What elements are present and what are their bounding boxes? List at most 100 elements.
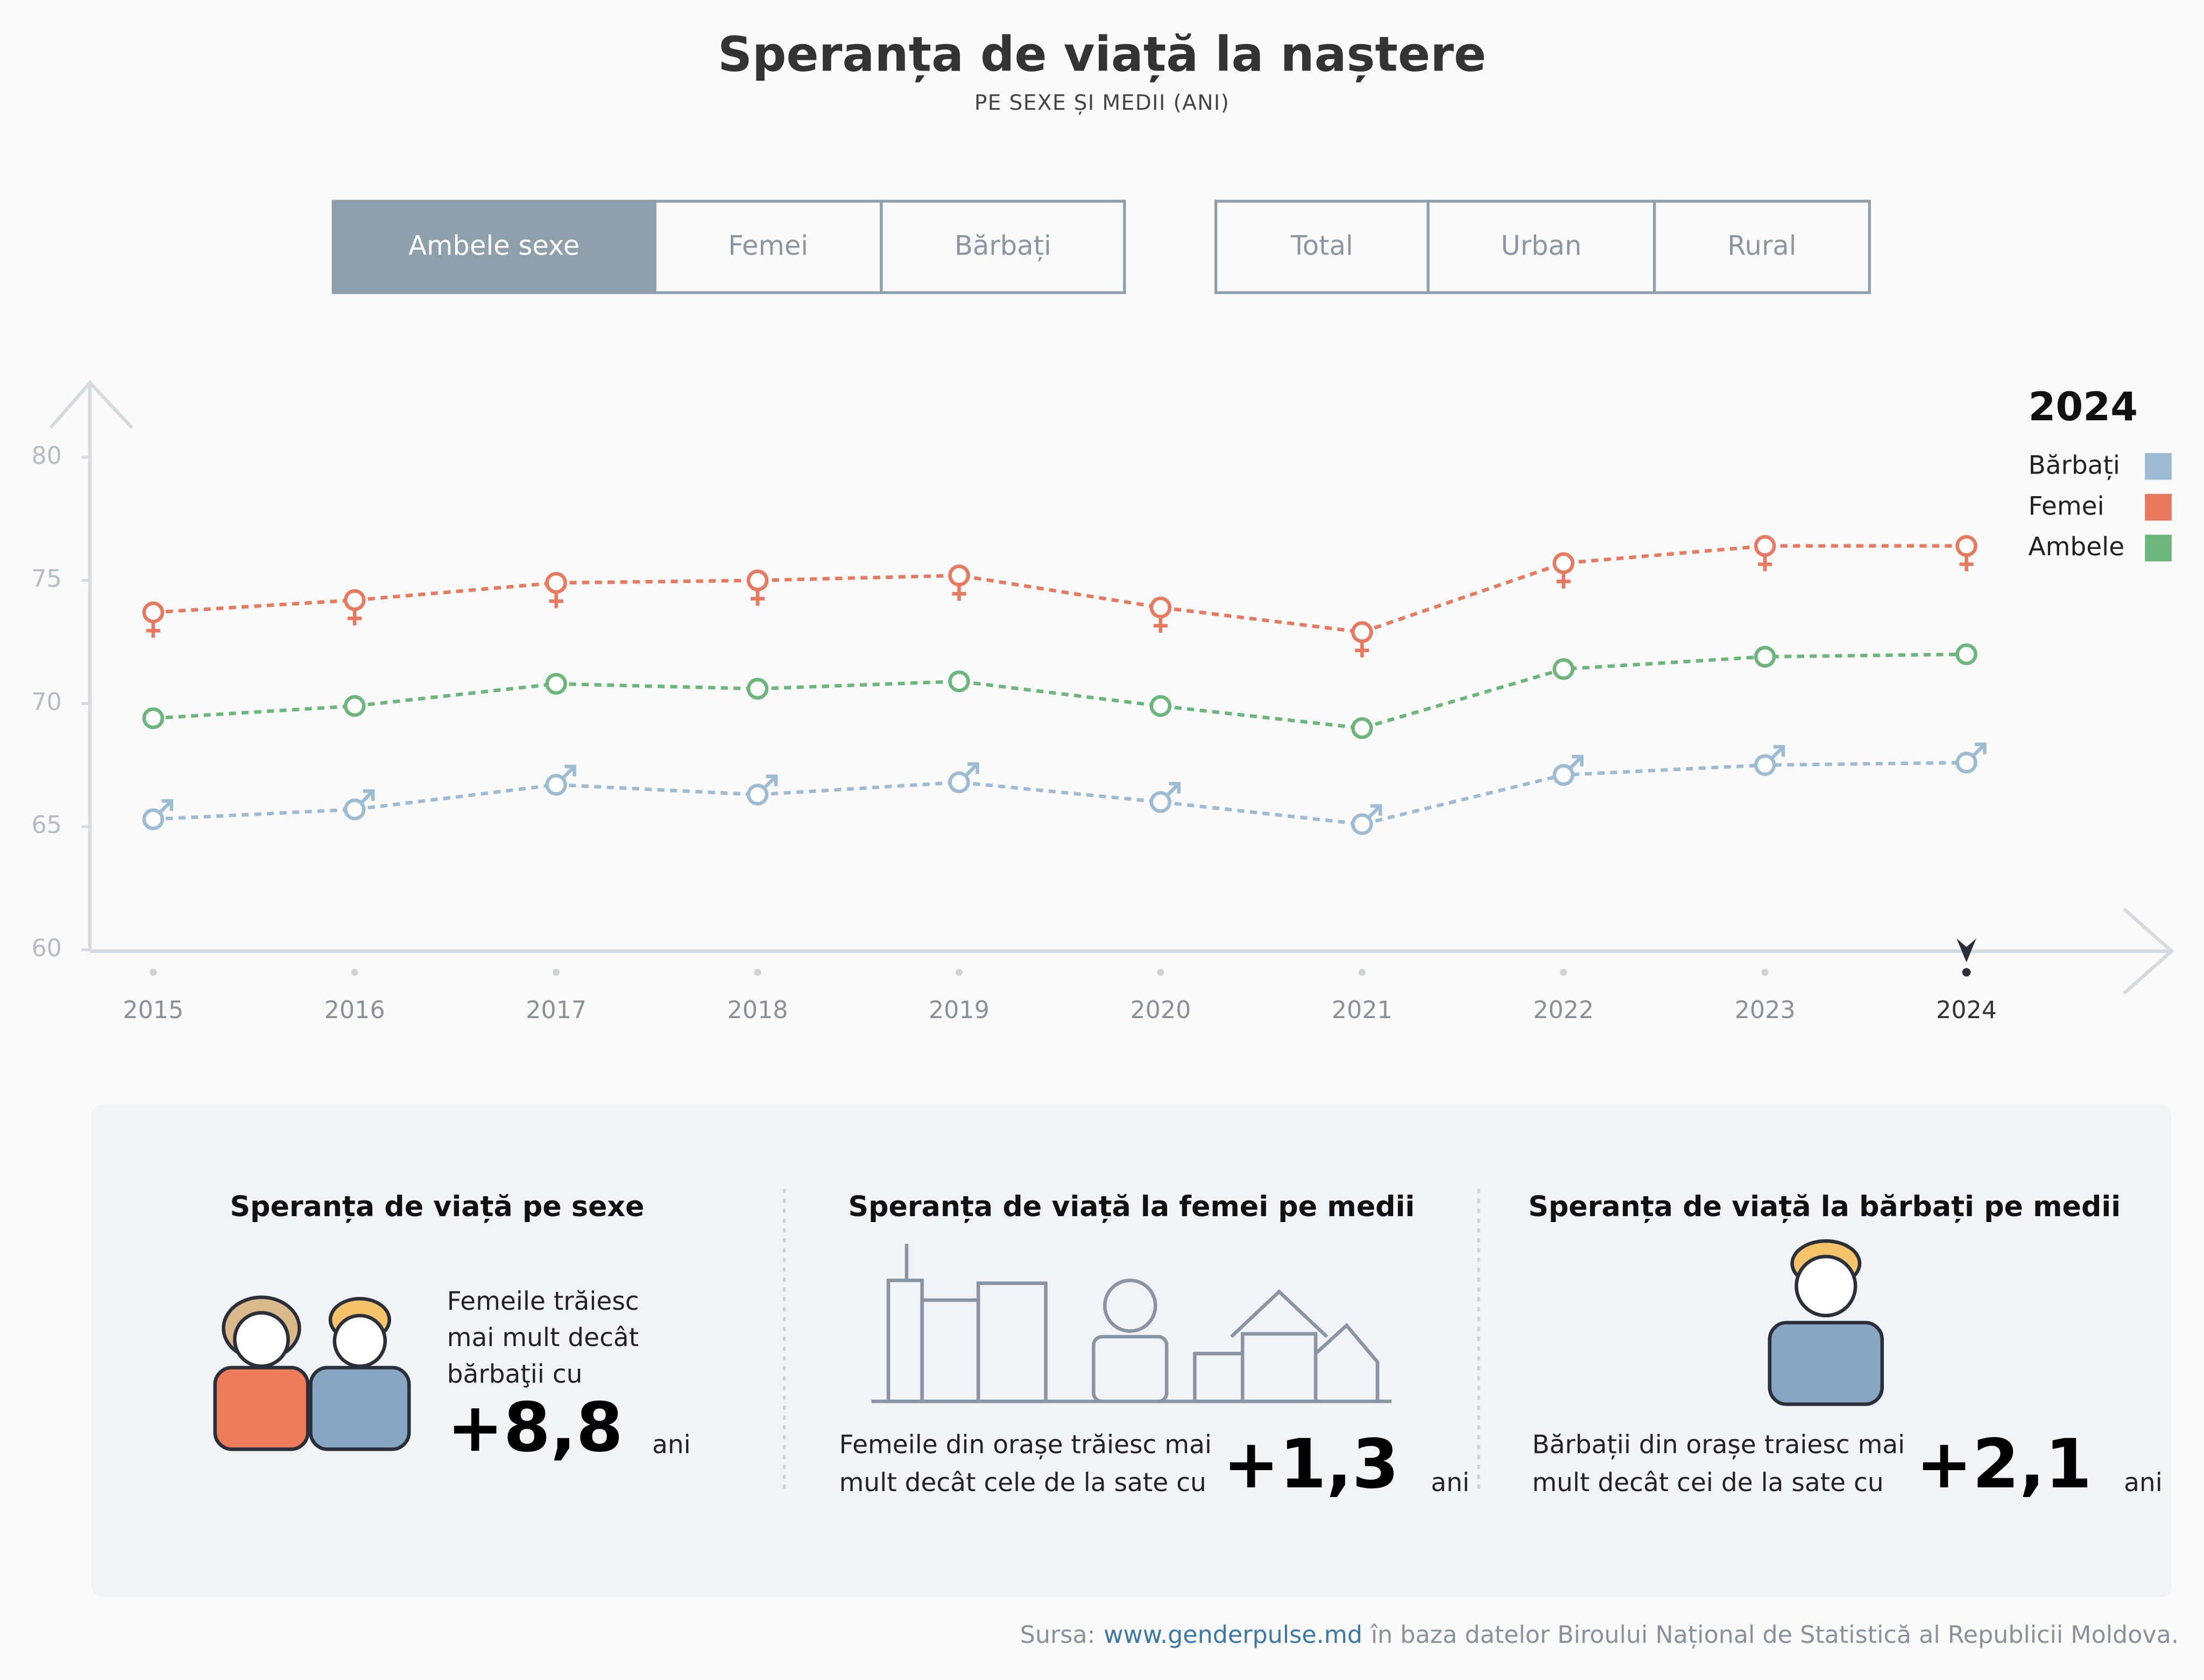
x-tick [1761,969,1769,976]
x-tick-label[interactable]: 2016 [324,997,385,1024]
point-symbol [967,762,979,774]
point [343,789,375,821]
point-circle [1351,621,1373,643]
legend-label[interactable]: Ambele [2028,532,2124,562]
point-symbol [360,789,375,804]
toggle-label[interactable]: Total [1290,230,1353,262]
panel-text: Femeile trăiesc [447,1287,639,1316]
icon-part [213,1366,310,1451]
panel-title: Speranța de viață pe sexe [230,1190,644,1223]
toggle-button[interactable] [880,200,1126,294]
panel-text: Femeile din orașe trăiesc mai [839,1430,1212,1459]
icon-part [1240,1332,1318,1403]
point-symbol [1166,782,1181,796]
toggle-button[interactable] [653,200,883,294]
x-tick [553,969,560,976]
legend-title: 2024 [2028,384,2138,430]
point-circle [1754,754,1776,777]
point [1149,782,1181,813]
x-tick-label[interactable]: 2021 [1332,997,1393,1024]
x-tick-label[interactable]: 2017 [526,997,587,1024]
point-circle [545,774,567,796]
toggle-label[interactable]: Urban [1501,230,1581,262]
point [746,677,769,700]
point [746,774,778,806]
point-circle [1552,658,1574,680]
point-symbol [763,775,778,789]
point-circle [746,569,769,591]
x-tick [955,969,963,976]
x-tick [150,969,157,976]
toggle-label[interactable]: Femei [728,230,808,262]
point [1351,621,1373,658]
point [1552,754,1584,786]
source-rest: în baza datelor Biroului Național de Sta… [1371,1621,2179,1649]
point-symbol [1972,743,1986,757]
series-line [153,760,1967,826]
icon-part [1230,1289,1329,1338]
source-link[interactable]: www.genderpulse.md [1104,1621,1362,1649]
y-axis-arrow [49,380,133,429]
point-circle [1955,535,1977,557]
point-symbol [1770,745,1785,760]
x-tick-label[interactable]: 2018 [727,997,788,1024]
point-symbol [1572,754,1584,767]
x-tick-label[interactable]: 2023 [1735,997,1796,1024]
toggle-button[interactable] [1426,200,1656,294]
point [1955,643,1977,666]
icon-part [1314,1323,1380,1402]
toggle-label[interactable]: Bărbați [955,230,1051,262]
point [1955,535,1977,571]
x-tick-label[interactable]: 2024 [1936,997,1997,1024]
x-tick [1157,969,1164,976]
point-circle [142,808,164,830]
point-symbol [564,765,576,777]
point-circle [948,670,970,693]
point [545,571,567,609]
point-symbol [562,765,576,779]
toggle-label[interactable]: Ambele sexe [408,230,580,262]
point-circle [343,589,366,611]
x-tick [1962,968,1971,977]
x-tick [1560,969,1567,976]
legend-label[interactable]: Bărbați [2028,451,2120,481]
point-circle [1552,764,1574,786]
city-icon [871,1244,1392,1403]
point-circle [1955,643,1977,666]
legend-swatch [2145,493,2172,521]
panel-text: mult decât cele de la sate cu [839,1468,1206,1498]
point-symbol [766,774,778,786]
point [545,765,576,796]
panel-unit: ani [652,1430,691,1459]
point-symbol [1975,742,1987,754]
panel-text: bărbaţii cu [447,1360,583,1389]
icon-part [1092,1335,1169,1403]
toggle-button[interactable] [1653,200,1871,294]
point [948,564,970,601]
toggle-label[interactable]: Rural [1727,230,1796,262]
selected-marker [1956,938,1976,963]
point-circle [1149,695,1172,717]
point [1754,745,1785,777]
y-tick-label: 70 [31,688,61,716]
point [1552,658,1574,680]
point-circle [1351,717,1373,739]
series-line [153,652,1967,730]
point-symbol [159,800,173,814]
x-tick-label[interactable]: 2015 [123,997,183,1024]
panel-value: +1,3 [1223,1425,1399,1503]
legend-label[interactable]: Femei [2028,491,2104,521]
x-tick-label[interactable]: 2020 [1130,997,1191,1024]
panel-value: +2,1 [1916,1425,2092,1503]
panel-text: Bărbații din orașe traiesc mai [1532,1430,1905,1459]
point-circle [142,707,164,730]
x-tick-label[interactable]: 2022 [1533,997,1594,1024]
point [142,601,164,638]
x-tick-label[interactable]: 2019 [929,997,990,1024]
point-circle [343,695,366,717]
point-circle [948,564,970,587]
point-symbol [965,763,979,777]
point [1754,535,1776,571]
point-symbol [363,789,375,801]
